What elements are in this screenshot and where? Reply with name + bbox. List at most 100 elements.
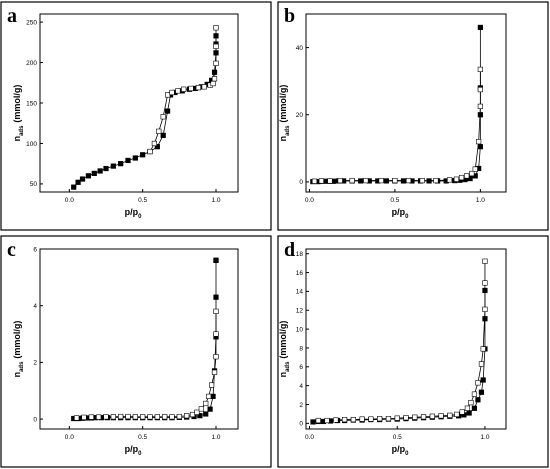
data-point-open: [162, 414, 168, 420]
y-tick-label: 16: [296, 270, 304, 277]
x-axis-title-main: p/p: [392, 444, 406, 454]
x-axis-title-main: p/p: [392, 207, 406, 217]
panel-letter: b: [284, 5, 295, 27]
data-point-open: [213, 331, 219, 337]
y-axis-title-subscript: ads: [19, 125, 25, 136]
y-tick-label: 14: [296, 289, 304, 296]
x-tick-label: 1.0: [480, 434, 489, 441]
data-point-open: [154, 414, 160, 420]
data-point-open: [405, 177, 412, 184]
data-point-open: [88, 414, 94, 420]
data-point-open: [210, 80, 216, 87]
x-tick-label: 0.0: [65, 197, 74, 204]
data-point-filled: [478, 389, 485, 395]
data-point-filled: [160, 132, 166, 138]
y-tick-label: 40: [296, 45, 304, 52]
data-point-filled: [203, 411, 209, 417]
data-point-open: [213, 25, 219, 31]
data-point-open: [132, 414, 138, 420]
data-point-filled: [154, 144, 160, 150]
series-line-desorption: [318, 261, 486, 421]
data-point-open: [482, 306, 488, 312]
data-point-open: [472, 166, 478, 172]
y-tick-label: 0: [33, 416, 37, 423]
data-point-open: [181, 86, 187, 92]
data-point-open: [96, 414, 102, 420]
data-point-filled: [125, 157, 131, 164]
data-point-open: [318, 178, 324, 184]
data-point-open: [327, 178, 333, 184]
y-tick-label: 6: [33, 246, 37, 253]
data-point-open: [194, 409, 200, 415]
y-tick-label: 100: [26, 141, 37, 148]
data-point-open: [169, 89, 175, 96]
x-tick-label: 1.0: [476, 197, 485, 204]
data-point-open: [165, 92, 171, 98]
data-point-open: [211, 369, 218, 375]
data-point-open: [118, 413, 124, 420]
y-axis-title-main: n: [12, 136, 22, 142]
panel-frame: [0, 235, 272, 468]
data-point-open: [176, 413, 182, 420]
plot-area: [39, 13, 239, 193]
series-line-desorption: [76, 311, 217, 419]
data-point-open: [392, 177, 398, 184]
data-point-open: [468, 400, 474, 406]
y-axis-title-main: n: [278, 372, 288, 378]
y-tick-label: 10: [296, 326, 304, 333]
data-point-filled: [213, 257, 219, 263]
data-point-open: [419, 177, 425, 184]
data-point-filled: [97, 168, 103, 174]
x-tick-label: 0.0: [65, 434, 74, 441]
y-tick-label: 12: [296, 308, 304, 315]
y-axis-title: nads (mmol/g): [278, 321, 291, 378]
x-axis-title-subscript: 0: [405, 451, 409, 457]
y-tick-label: 18: [296, 251, 304, 258]
y-axis-title-subscript: ads: [19, 361, 25, 372]
data-point-open: [477, 66, 483, 73]
y-axis-title-unit: (mmol/g): [12, 85, 22, 123]
data-point-open: [482, 280, 488, 286]
y-axis-title-unit: (mmol/g): [278, 321, 288, 359]
panel-letter: d: [284, 239, 295, 261]
series-line-adsorption: [312, 290, 486, 423]
data-point-open: [125, 413, 131, 420]
series-line-adsorption: [73, 260, 217, 419]
data-point-open: [447, 412, 453, 418]
y-axis-title-unit: (mmol/g): [278, 85, 288, 123]
x-axis-title: p/p0: [125, 207, 143, 220]
y-tick-label: 150: [26, 100, 37, 107]
data-point-filled: [91, 170, 97, 176]
y-tick-label: 4: [299, 383, 303, 390]
data-point-open: [103, 414, 109, 420]
data-point-filled: [467, 175, 473, 182]
y-tick-label: 0: [299, 179, 303, 186]
x-axis-title: p/p0: [392, 207, 410, 220]
data-point-open: [359, 416, 365, 422]
data-point-open: [160, 114, 166, 120]
series-line-desorption: [314, 69, 481, 182]
data-point-open: [203, 400, 209, 407]
y-axis-title: nads (mmol/g): [12, 321, 25, 378]
data-point-open: [403, 415, 409, 421]
data-point-open: [478, 361, 485, 367]
plot-area: [305, 248, 507, 430]
y-tick-label: 0: [299, 421, 303, 428]
data-point-open: [477, 86, 483, 93]
panel-letter: a: [7, 5, 17, 27]
data-point-open: [337, 177, 343, 184]
y-tick-label: 2: [33, 360, 37, 367]
x-axis-title-main: p/p: [125, 207, 139, 217]
data-point-open: [412, 414, 418, 420]
data-point-open: [188, 85, 194, 92]
data-point-open: [469, 170, 475, 177]
panel-letter: c: [7, 239, 16, 261]
data-point-open: [151, 140, 158, 147]
y-tick-label: 8: [299, 345, 303, 352]
x-tick-label: 0.5: [138, 434, 147, 441]
data-point-filled: [477, 144, 483, 150]
data-point-open: [453, 176, 460, 182]
data-point-open: [201, 84, 207, 90]
data-point-open: [74, 415, 80, 421]
data-point-open: [471, 391, 478, 397]
